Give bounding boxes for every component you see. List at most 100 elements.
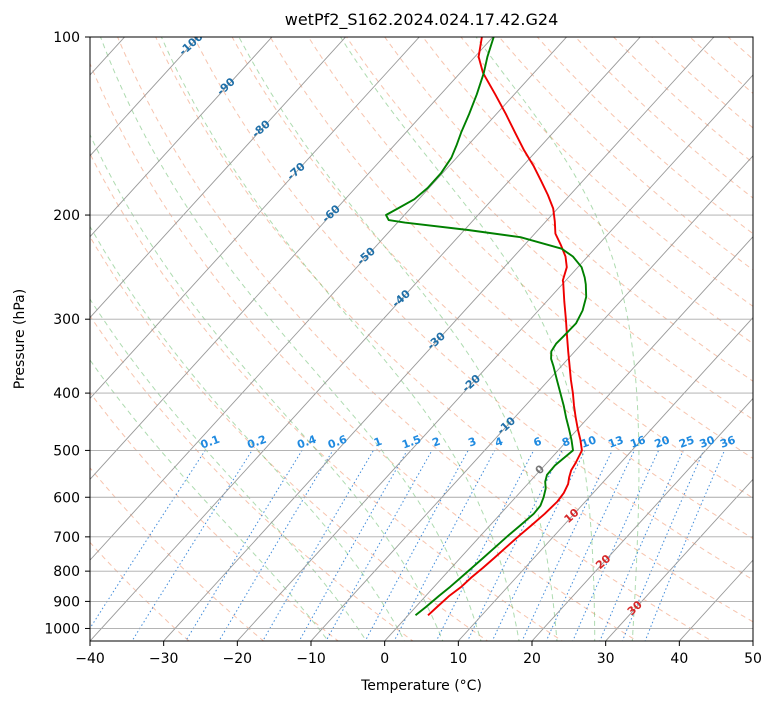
isotherm-line	[0, 10, 2, 653]
isotherm-line	[163, 37, 715, 641]
mixing-ratio-line	[90, 450, 206, 630]
dry-adiabat	[90, 541, 190, 641]
mixing-ratio-line	[466, 450, 563, 641]
x-tick-label: −10	[296, 651, 326, 667]
moist-adiabat	[90, 133, 444, 641]
isotherm-line	[310, 155, 753, 641]
mixing-ratio-label: 13	[606, 433, 625, 450]
mixing-ratio-label: 30	[698, 433, 717, 451]
dry-adiabat	[307, 37, 753, 459]
mixing-ratio-label: 2	[430, 435, 442, 450]
mixing-ratio-label: 0.4	[295, 433, 318, 452]
isotherm-line	[90, 37, 420, 400]
dry-adiabat	[193, 37, 753, 581]
isotherm-label: -100	[176, 30, 205, 58]
mixing-ratio-label: 1.5	[400, 433, 423, 452]
mixing-ratio-line	[644, 450, 725, 641]
mixing-ratio-line	[185, 450, 303, 641]
dry-adiabat	[727, 37, 753, 60]
moist-adiabat	[90, 298, 367, 641]
temperature-profile	[427, 37, 583, 616]
mixing-ratio-label: 0.2	[245, 433, 268, 452]
dry-adiabat	[460, 37, 753, 307]
thermodynamic-background	[90, 24, 775, 653]
mixing-ratio-label: 10	[579, 433, 598, 451]
mixing-ratio-line	[621, 450, 705, 641]
isotherm-line	[90, 37, 199, 157]
isotherm-line	[90, 37, 494, 480]
dewpoint-profile	[385, 37, 588, 617]
y-tick-label: 600	[53, 490, 80, 506]
mixing-ratio-label: 4	[493, 435, 505, 450]
isotherm-line	[0, 10, 76, 653]
mixing-ratio-label: 0.1	[199, 433, 222, 452]
isotherm-line	[90, 37, 641, 641]
isotherm-line	[605, 478, 753, 641]
x-tick-label: −20	[223, 651, 253, 667]
dry-adiabat	[90, 152, 564, 641]
mixing-ratio-label: 8	[560, 435, 572, 450]
y-tick-label: 300	[53, 312, 80, 328]
isotherm-line	[236, 74, 753, 641]
mixing-ratio-label: 6	[532, 435, 544, 450]
isotherm-line	[90, 37, 273, 238]
dry-adiabat	[345, 37, 753, 421]
isotherm-line	[90, 37, 126, 76]
x-axis-label: Temperature (°C)	[361, 678, 482, 694]
x-tick-label: 10	[449, 651, 467, 667]
dry-adiabat	[751, 24, 775, 653]
dry-adiabat	[384, 37, 753, 382]
y-axis-ticks: 100 200 300 400 500 600 700 800 900 1000	[44, 30, 90, 637]
x-tick-label: 40	[670, 651, 688, 667]
dry-adiabat	[90, 315, 414, 641]
mixing-ratio-line	[435, 450, 535, 641]
dry-adiabat	[90, 62, 638, 641]
isotherm-line	[90, 37, 347, 319]
mixing-ratio-line	[131, 450, 253, 641]
dry-adiabat	[574, 37, 753, 199]
mixing-ratio-line	[545, 450, 635, 641]
x-axis-ticks: −40 −30 −20 −10 0 10 20 30 40 50	[75, 641, 762, 667]
mixing-ratio-label: 16	[629, 433, 648, 451]
y-tick-label: 200	[53, 208, 80, 224]
mixing-ratio-label: 3	[467, 435, 479, 450]
moist-adiabat	[160, 37, 520, 641]
y-tick-label: 400	[53, 386, 80, 402]
x-tick-label: 50	[744, 651, 762, 667]
isotherm-line	[752, 640, 753, 641]
dry-adiabat	[90, 391, 340, 641]
grid-lines	[0, 10, 753, 653]
dry-adiabat	[689, 37, 753, 95]
mixing-ratio-label: 20	[653, 433, 672, 451]
mixing-ratio-label: 1	[372, 435, 384, 450]
isotherm-line	[90, 37, 568, 561]
dry-adiabat	[269, 37, 753, 499]
dry-adiabat	[612, 37, 753, 164]
y-tick-label: 700	[53, 530, 80, 546]
isotherm-line	[457, 316, 753, 641]
mixing-ratio-label: 25	[677, 433, 696, 450]
moist-adiabat	[90, 225, 406, 641]
mixing-ratio-label: 0.6	[326, 433, 349, 452]
dry-adiabat	[117, 37, 713, 641]
y-tick-label: 800	[53, 564, 80, 580]
y-tick-label: 500	[53, 443, 80, 459]
x-tick-label: 20	[523, 651, 541, 667]
dry-adiabat	[651, 37, 753, 129]
plot-frame	[89, 36, 754, 642]
y-tick-label: 900	[53, 594, 80, 610]
x-tick-label: −40	[75, 651, 105, 667]
x-tick-label: −30	[149, 651, 179, 667]
isotherm-line	[678, 559, 753, 641]
moist-adiabat	[238, 37, 558, 641]
dry-adiabat	[155, 37, 753, 623]
background-line-labels: -100-90-80-70-60-50-40-30-20-10010203040…	[176, 30, 737, 618]
chart-title: wetPf2_S162.2024.024.17.42.G24	[284, 10, 559, 29]
mixing-ratio-label: 36	[718, 433, 737, 451]
y-tick-label: 1000	[44, 621, 80, 637]
isotherm-line	[531, 397, 753, 641]
x-tick-label: 30	[597, 651, 615, 667]
x-tick-label: 0	[380, 651, 389, 667]
y-tick-label: 100	[53, 30, 80, 46]
